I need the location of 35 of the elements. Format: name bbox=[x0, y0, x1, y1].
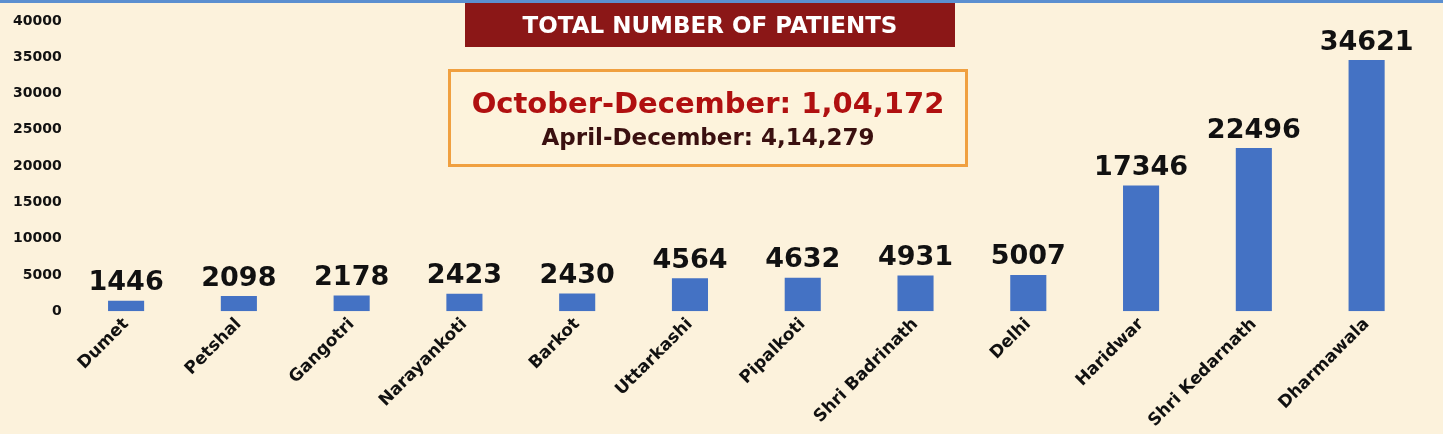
data-label: 2423 bbox=[426, 258, 502, 290]
data-label: 1446 bbox=[88, 265, 164, 297]
bar bbox=[671, 278, 709, 312]
annotation: April-December: 4,14,279 bbox=[541, 124, 875, 150]
bar bbox=[559, 293, 596, 312]
data-label: 34621 bbox=[1319, 24, 1414, 56]
bar bbox=[1123, 185, 1160, 312]
y-tick-label: 0 bbox=[51, 301, 62, 318]
y-tick-label: 20000 bbox=[12, 156, 62, 173]
bar bbox=[1010, 274, 1047, 312]
y-tick-label: 15000 bbox=[12, 193, 62, 210]
y-tick-label: 35000 bbox=[12, 47, 62, 64]
bar bbox=[333, 295, 370, 312]
data-label: 22496 bbox=[1206, 112, 1301, 144]
data-label: 2178 bbox=[314, 259, 390, 291]
bar bbox=[108, 300, 145, 312]
data-label: 4632 bbox=[765, 242, 841, 274]
y-tick-label: 10000 bbox=[12, 229, 62, 246]
bar bbox=[446, 293, 483, 312]
data-label: 4564 bbox=[652, 242, 728, 274]
data-label: 4931 bbox=[877, 239, 954, 271]
y-tick-label: 25000 bbox=[12, 120, 62, 137]
y-tick-label: 30000 bbox=[12, 84, 62, 101]
data-label: 2430 bbox=[539, 258, 615, 290]
bar bbox=[1235, 148, 1272, 312]
annotation: October-December: 1,04,172 bbox=[471, 86, 945, 120]
data-label: 2098 bbox=[201, 260, 277, 292]
data-label: 17346 bbox=[1094, 149, 1189, 181]
data-label: 5007 bbox=[990, 239, 1066, 271]
y-tick-label: 40000 bbox=[12, 11, 62, 28]
bar bbox=[784, 277, 821, 312]
bar bbox=[897, 275, 934, 312]
bar bbox=[220, 296, 257, 312]
y-tick-label: 5000 bbox=[22, 265, 62, 282]
bar bbox=[1348, 60, 1385, 312]
